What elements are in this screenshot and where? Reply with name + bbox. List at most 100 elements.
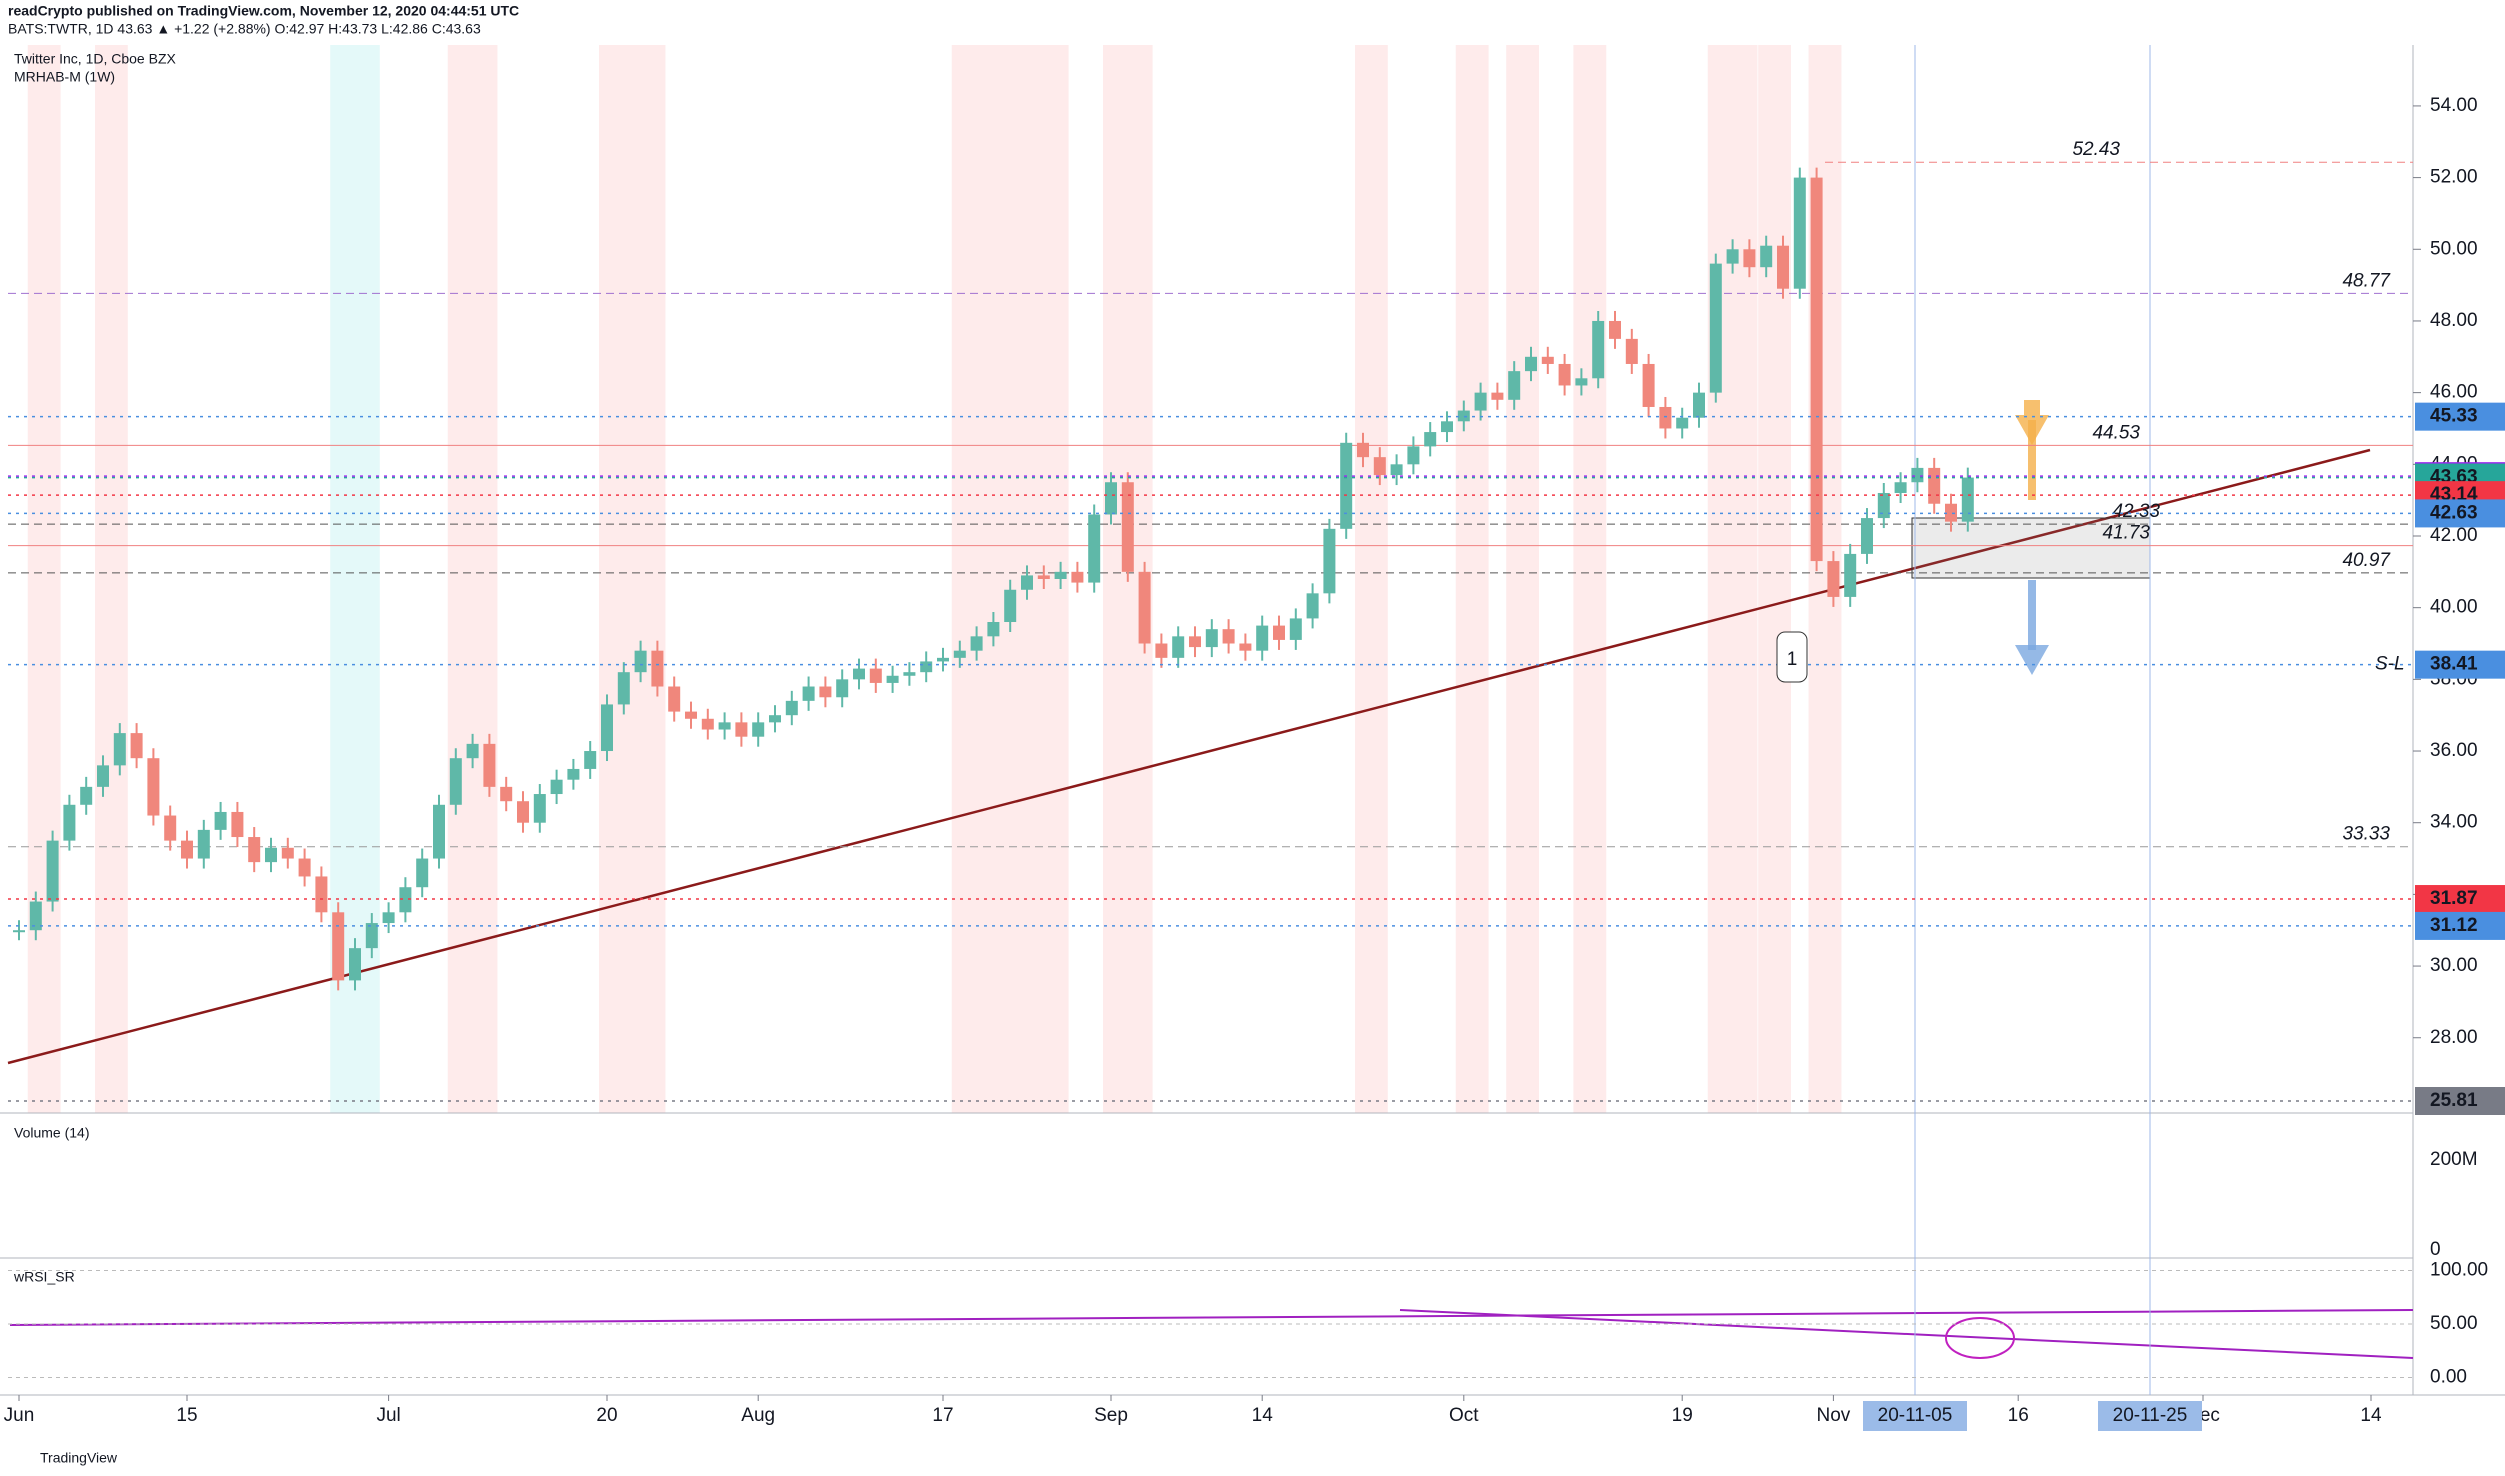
band [1573,45,1607,1113]
candle [433,804,445,859]
candle [1054,571,1067,579]
candle [668,686,681,712]
candle [987,622,1000,637]
y-tick-label: 48.00 [2430,310,2478,331]
candle [970,636,983,651]
stop-label: S-L [2375,654,2405,675]
candle [63,804,76,841]
candle [1810,177,1823,562]
candle [1390,464,1403,476]
price-label: 45.33 [2430,406,2478,427]
date-label: 20-11-25 [2113,1405,2188,1426]
candle [214,811,227,830]
footer: TradingView [40,1450,118,1466]
rsi-title: wRSI_SR [13,1269,75,1285]
candle [1911,467,1924,483]
band [1758,45,1791,1113]
x-tick-label: Jul [376,1405,400,1426]
rsi-tick-label: 0.00 [2430,1366,2467,1387]
candle [903,672,916,676]
candle [718,722,731,730]
rsi-tick-label: 100.00 [2430,1260,2488,1281]
candle [1525,356,1537,372]
price-label-box [2415,911,2505,940]
band [1707,45,1758,1113]
candle [1105,482,1117,515]
session-highlights [27,45,1842,1113]
candle [785,700,798,716]
indicator-title: MRHAB-M (1W) [14,69,115,85]
candle [449,758,462,805]
x-tick-label: Sep [1094,1405,1128,1426]
y-tick-label: 30.00 [2430,955,2478,976]
volume-title: Volume (14) [14,1125,89,1141]
candle [953,650,966,658]
candle [1021,575,1033,590]
candle [1625,338,1638,364]
candle [853,668,865,680]
candle [147,758,160,816]
candle [617,672,630,705]
candle [533,794,546,823]
price-label: 25.81 [2430,1090,2478,1111]
candle [601,704,613,752]
level-label: 48.77 [2342,270,2391,291]
candle [1155,643,1168,658]
candle [1491,392,1504,400]
candle [399,887,412,913]
candle [248,837,261,863]
candle [1121,482,1134,572]
y-tick-label: 50.00 [2430,238,2478,259]
level-label: 41.73 [2102,523,2150,544]
candle [819,686,832,698]
y-tick-label: 34.00 [2430,812,2478,833]
candle [483,743,496,787]
candle [1609,320,1621,339]
down-arrow [2015,645,2049,675]
candle [365,923,378,949]
candle [836,679,849,698]
band [27,45,61,1113]
candle [1861,518,1873,554]
quote: BATS:TWTR, 1D 43.63 ▲ +1.22 (+2.88%) O:4… [8,21,481,37]
candle [164,815,177,841]
level-label: 40.97 [2342,550,2391,571]
candle [1877,492,1890,519]
candle [1844,553,1857,597]
highlight-circle [1945,1317,2015,1359]
candle [1323,528,1336,594]
candle [1205,629,1218,648]
candle [1071,571,1084,583]
x-tick-label: Oct [1449,1405,1479,1426]
candle [1474,392,1487,411]
candle [1592,320,1605,379]
level-label: 52.43 [2072,139,2120,160]
candle [1558,363,1571,386]
level-label: 33.33 [2342,824,2390,845]
x-tick-label: Aug [741,1405,775,1426]
candle [113,733,126,766]
candle [315,876,328,913]
price-label-box [2415,650,2505,679]
candle [1676,417,1689,429]
candle [382,912,395,924]
band [95,45,128,1113]
price-label-box [2415,1087,2505,1115]
band [1455,45,1489,1113]
x-tick-label: 15 [176,1405,197,1426]
date-label-box [1863,1401,1967,1431]
candle [1306,593,1319,619]
candle [1508,371,1521,400]
rsi-trendline [1399,1309,2414,1359]
price-label-box [2415,402,2505,431]
level-label: 44.53 [2092,422,2140,443]
publisher: readCrypto published on TradingView.com,… [8,3,519,19]
candle [1928,467,1941,504]
x-tick-label: 20 [596,1405,617,1426]
candle [752,722,765,737]
candle [920,661,933,673]
candle [500,786,513,802]
candle [517,801,529,823]
candle [1777,245,1789,289]
